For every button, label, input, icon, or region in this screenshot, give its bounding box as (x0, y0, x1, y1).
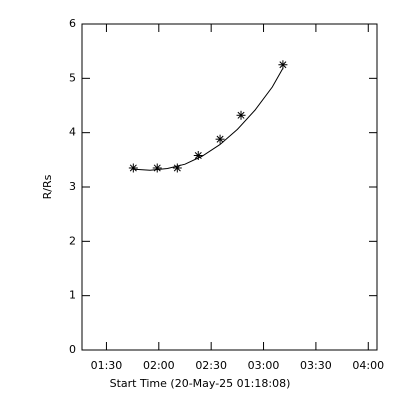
x-axis-label: Start Time (20-May-25 01:18:08) (110, 377, 291, 390)
marker-stroke (279, 61, 287, 69)
y-axis-label: R/Rs (41, 174, 54, 199)
asterisk-marker (128, 163, 138, 173)
y-tick-label: 2 (69, 234, 76, 247)
marker-stroke (194, 151, 202, 159)
x-tick-label: 02:30 (195, 359, 227, 372)
asterisk-marker (215, 134, 225, 144)
fit-line (132, 68, 284, 171)
y-tick-label: 1 (69, 289, 76, 302)
marker-stroke (237, 111, 245, 119)
asterisk-marker (278, 60, 288, 70)
marker-stroke (129, 164, 137, 172)
x-tick-label: 03:30 (300, 359, 332, 372)
x-tick-label: 01:30 (91, 359, 123, 372)
y-tick-label: 3 (69, 180, 76, 193)
asterisk-marker (152, 163, 162, 173)
marker-stroke (173, 164, 181, 172)
marker-stroke (216, 135, 224, 143)
x-tick-label: 03:00 (248, 359, 280, 372)
plot-frame (81, 23, 378, 351)
y-tick-label: 0 (69, 343, 76, 356)
x-tick-label: 04:00 (352, 359, 384, 372)
asterisk-marker (236, 110, 246, 120)
asterisk-marker (193, 150, 203, 160)
y-tick-label: 4 (69, 126, 76, 139)
y-tick-label: 5 (69, 71, 76, 84)
x-tick-label: 02:00 (143, 359, 175, 372)
marker-stroke (153, 164, 161, 172)
y-tick-label: 6 (69, 17, 76, 30)
asterisk-marker (172, 163, 182, 173)
